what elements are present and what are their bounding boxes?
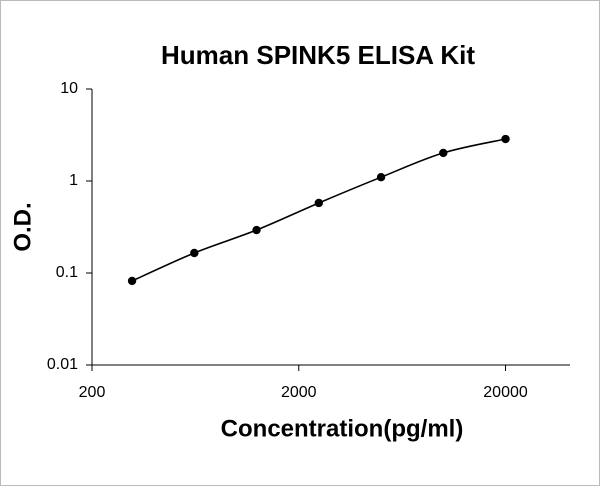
x-tick-label: 2000	[281, 384, 317, 401]
data-point	[439, 148, 448, 158]
x-tick-label: 20000	[483, 384, 528, 401]
data-point	[190, 248, 199, 258]
y-tick-label: 1	[69, 172, 78, 189]
data-point	[314, 198, 324, 208]
y-tick-label: 10	[60, 80, 78, 97]
y-axis-label: O.D.	[9, 202, 36, 251]
data-point	[501, 134, 510, 144]
data-point	[376, 172, 386, 182]
data-point	[127, 276, 137, 286]
data-point	[252, 225, 261, 235]
x-tick-label: 200	[79, 384, 106, 401]
y-tick-label: 0.01	[47, 356, 78, 373]
chart-title: Human SPINK5 ELISA Kit	[161, 40, 475, 70]
x-axis-label: Concentration(pg/ml)	[221, 415, 464, 442]
y-tick-label: 0.1	[56, 264, 78, 281]
